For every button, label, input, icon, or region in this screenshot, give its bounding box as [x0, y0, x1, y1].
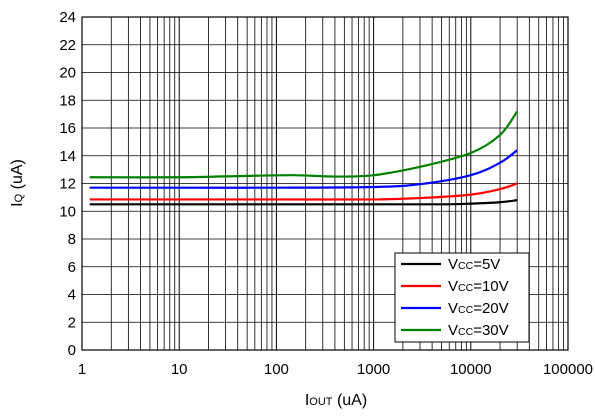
legend-label-rest: =5V: [473, 256, 500, 273]
series-line-3: [89, 110, 519, 179]
legend-label: VCC=20V: [448, 300, 509, 317]
x-tick-labels: 1 10 100 1000 10000 100000: [78, 361, 593, 378]
y-axis-title-main: I: [9, 202, 26, 206]
y-tick-label: 2: [68, 314, 76, 331]
series-line-0: [89, 199, 518, 206]
series-line-2: [89, 149, 518, 189]
legend-label-sub: CC: [458, 326, 474, 338]
legend-label: VCC=30V: [448, 322, 509, 339]
x-axis-title: IOUT (uA): [305, 392, 367, 409]
x-tick-label: 10: [171, 361, 188, 378]
legend-box: [394, 252, 530, 343]
x-tick-label: 10000: [450, 361, 492, 378]
legend-label-rest: =20V: [473, 300, 508, 317]
plot-frame: [81, 16, 569, 351]
x-tick-label: 100000: [543, 361, 593, 378]
legend-label: VCC=5V: [448, 256, 500, 273]
x-axis-title-sub: OUT: [309, 396, 333, 408]
series-line-1: [89, 182, 518, 201]
legend-label-sub: CC: [458, 260, 474, 272]
y-tick-label: 20: [59, 65, 76, 82]
y-tick-label: 12: [59, 176, 76, 193]
y-tick-label: 4: [68, 287, 76, 304]
legend-label-main: V: [448, 278, 458, 295]
y-tick-label: 18: [59, 92, 76, 109]
y-tick-label: 10: [59, 203, 76, 220]
y-tick-label: 22: [59, 37, 76, 54]
legend-label-main: V: [448, 322, 458, 339]
legend-label-rest: =10V: [473, 278, 508, 295]
legend-label-sub: CC: [458, 282, 474, 294]
y-tick-label: 0: [68, 342, 76, 359]
series-lines: [89, 110, 519, 206]
x-tick-label: 100: [264, 361, 289, 378]
legend-label: VCC=10V: [448, 278, 509, 295]
y-tick-label: 8: [68, 231, 76, 248]
y-axis-title-sub: Q: [13, 193, 25, 202]
y-tick-label: 14: [59, 148, 76, 165]
x-tick-label: 1000: [357, 361, 390, 378]
y-tick-label: 16: [59, 120, 76, 137]
legend-label-sub: CC: [458, 304, 474, 316]
x-axis-title-main: I: [305, 392, 309, 409]
legend-label-rest: =30V: [473, 322, 508, 339]
y-axis-title-unit: (uA): [9, 159, 26, 194]
x-axis-title-unit: (uA): [333, 392, 368, 409]
x-tick-label: 1: [78, 361, 86, 378]
legend-label-main: V: [448, 256, 458, 273]
y-tick-label: 24: [59, 9, 76, 26]
y-axis-title: IQ (uA): [9, 159, 26, 207]
legend-label-main: V: [448, 300, 458, 317]
y-tick-label: 6: [68, 259, 76, 276]
